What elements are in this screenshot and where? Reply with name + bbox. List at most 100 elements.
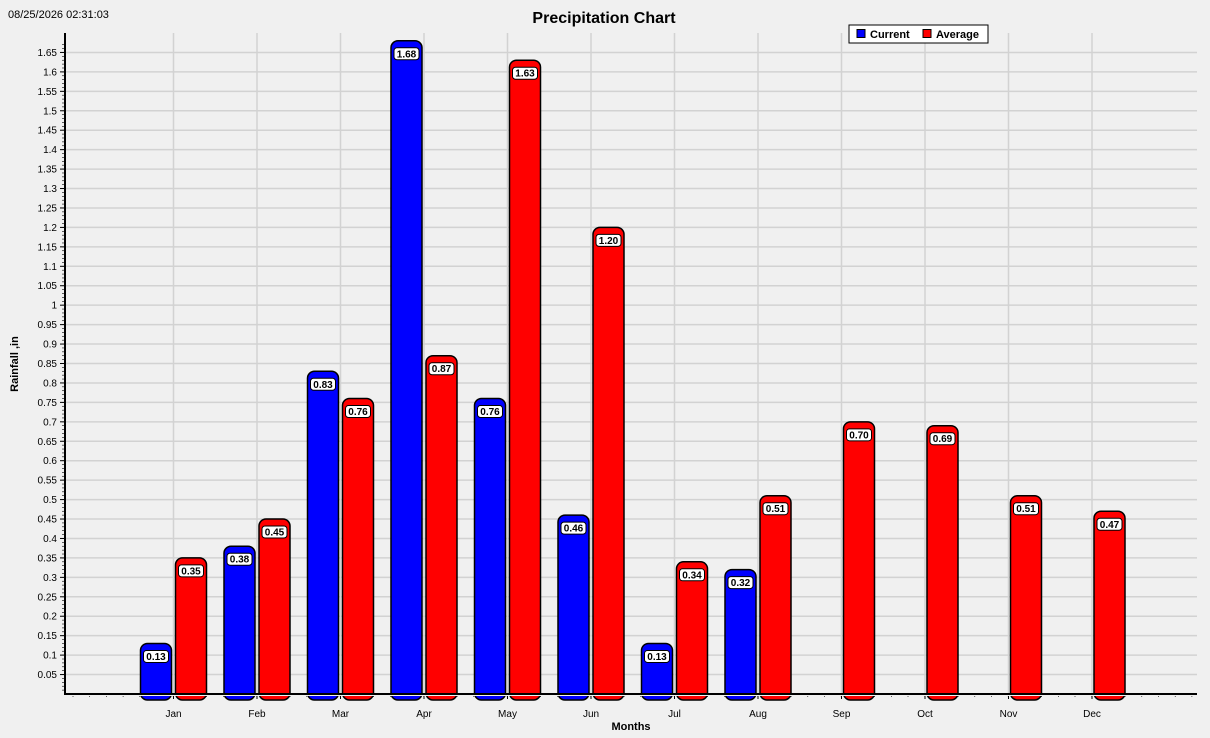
y-tick-label: 1.5 [43,106,57,117]
y-tick-label: 1.1 [43,262,57,273]
bar-average-apr: 0.87 [425,354,458,701]
bar-current-may: 0.76 [473,397,507,701]
bar-average [258,518,291,701]
value-label: 0.51 [1016,504,1036,515]
value-label-box [512,66,538,80]
bar-current [724,568,757,701]
value-label-box [727,576,754,590]
timestamp: 08/25/2026 02:31:03 [8,9,109,21]
value-label: 0.76 [480,407,500,418]
x-tick-label: Jan [165,709,181,720]
y-tick-label: 1.25 [38,203,58,214]
y-tick-label: 1.45 [38,126,58,137]
y-tick-label: 0.3 [43,573,57,584]
y-tick-label: 0.05 [38,670,58,681]
x-tick-label: Jun [583,709,599,720]
value-label-box [846,428,872,442]
value-label: 1.68 [397,49,417,60]
x-tick-label: Aug [749,709,767,720]
y-tick-label: 1 [51,301,57,312]
chart-title: Precipitation Chart [532,10,676,27]
y-tick-label: 0.4 [43,534,57,545]
y-tick-label: 0.95 [38,320,58,331]
value-label-box [1096,517,1123,531]
bar-average [592,226,625,701]
bar-average [341,397,375,701]
y-tick-label: 1.35 [38,165,58,176]
y-tick-label: 0.7 [43,417,57,428]
bar-current-aug: 0.32 [724,568,757,701]
value-label: 0.38 [230,555,250,566]
axis-mask [66,695,1198,696]
value-label: 0.87 [432,364,452,375]
y-tick-label: 1.4 [43,145,57,156]
value-label: 0.45 [265,528,285,539]
x-axis-title: Months [611,721,650,733]
value-label-box [477,404,503,418]
bar-average [1093,510,1126,701]
y-tick-label: 1.6 [43,67,57,78]
value-label: 0.46 [564,524,584,535]
value-label-box [679,568,705,582]
value-label: 0.69 [933,434,953,445]
value-label: 0.35 [181,566,201,577]
bar-average [425,354,458,701]
value-label: 1.63 [515,69,535,80]
x-tick-label: Mar [332,709,350,720]
bar-average-sep: 0.70 [842,421,876,701]
legend: Current Average [848,24,989,44]
value-label: 1.20 [599,236,619,247]
value-label-box [226,552,253,566]
bar-current-jan: 0.13 [139,642,173,701]
bar-average [675,561,709,701]
value-label: 0.13 [647,652,667,663]
y-tick-label: 0.85 [38,359,58,370]
bar-current [557,514,590,701]
y-tick-label: 0.2 [43,612,57,623]
bar-average-nov: 0.51 [1009,494,1043,701]
bar-average-feb: 0.45 [258,518,291,701]
value-label-box [310,377,336,391]
legend-swatch-current [856,29,866,38]
x-tick-label: Jul [668,709,681,720]
legend-label-current: Current [870,29,910,41]
value-label-box [929,432,956,446]
y-tick-label: 1.3 [43,184,57,195]
bar-current-apr: 1.68 [390,40,423,701]
y-tick-label: 1.65 [38,48,58,59]
y-tick-label: 0.6 [43,456,57,467]
bar-current [473,397,507,701]
value-label-box [762,502,789,516]
value-label: 0.34 [682,570,702,581]
x-tick-label: Dec [1083,709,1101,720]
value-label-box [1013,502,1039,516]
bar-average [926,424,959,701]
bar-current-mar: 0.83 [306,370,340,701]
legend-swatch-average [922,29,932,38]
y-tick-label: 0.55 [38,476,58,487]
y-tick-label: 1.55 [38,87,58,98]
legend-label-average: Average [936,29,979,41]
x-tick-label: Feb [248,709,266,720]
bar-current [223,545,256,701]
value-label-box [428,362,455,376]
bar-average-jun: 1.20 [592,226,625,701]
bar-average-aug: 0.51 [759,494,792,701]
bar-average-may: 1.63 [508,59,542,701]
value-label: 0.70 [849,430,869,441]
y-tick-label: 1.05 [38,281,58,292]
y-tick-label: 0.5 [43,495,57,506]
bar-average [508,59,542,701]
value-label-box [345,404,371,418]
value-label: 0.51 [766,504,786,515]
bar-average [174,557,208,701]
x-tick-label: Sep [833,709,851,720]
legend-box [848,24,989,44]
bar-average [842,421,876,701]
x-tick-label: May [498,709,517,720]
value-label-box [178,564,204,578]
value-label: 0.32 [731,578,751,589]
value-label: 0.83 [313,380,333,391]
bar-current-jul: 0.13 [640,642,674,701]
